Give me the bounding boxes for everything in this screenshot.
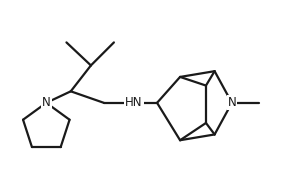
Text: HN: HN bbox=[125, 96, 143, 109]
Text: N: N bbox=[42, 96, 51, 109]
Text: N: N bbox=[228, 96, 236, 109]
